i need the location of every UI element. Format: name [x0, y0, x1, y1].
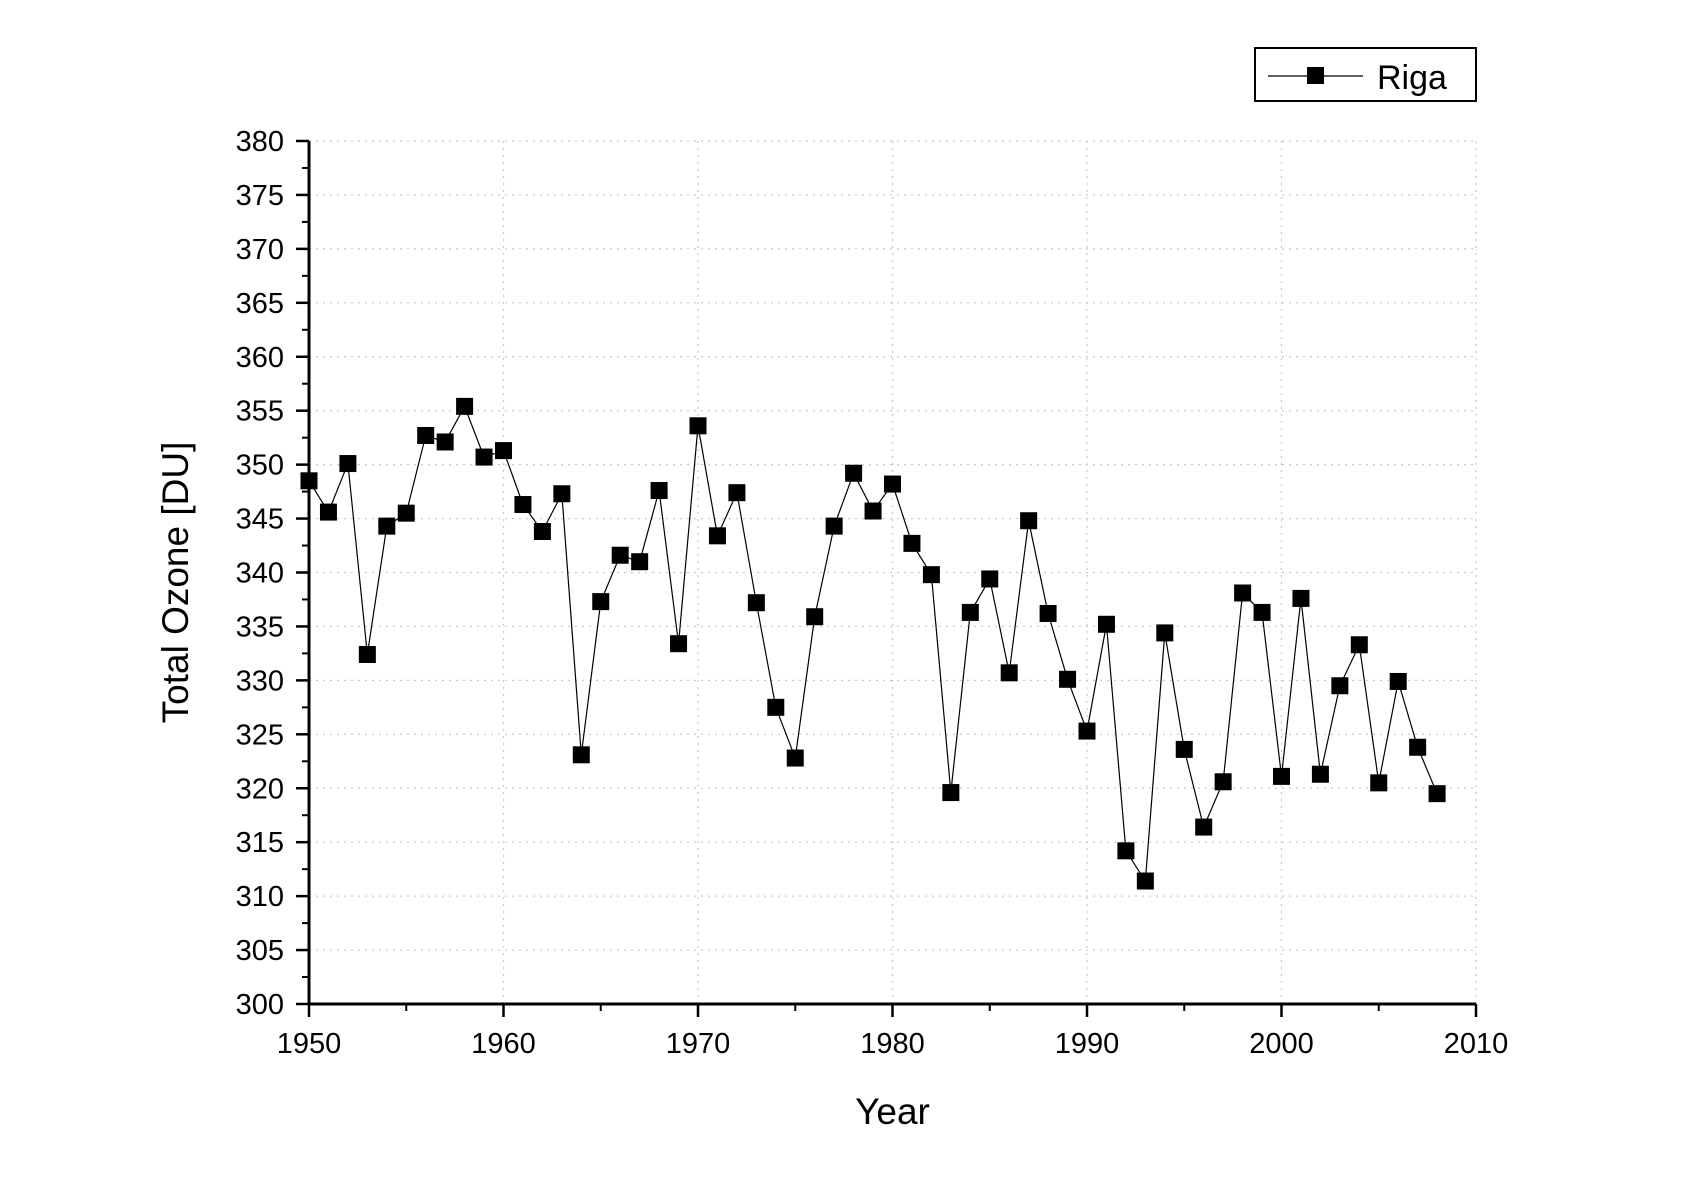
data-point-marker: [1000, 664, 1018, 682]
legend-label-riga: Riga: [1377, 59, 1447, 97]
y-tick-label: 315: [236, 827, 284, 859]
data-point-marker: [1117, 842, 1135, 860]
y-tick-label: 350: [236, 450, 284, 482]
x-axis-title: Year: [855, 1091, 930, 1132]
x-tick-label: 1970: [666, 1028, 731, 1060]
legend: Riga: [1254, 47, 1477, 102]
data-point-marker: [786, 749, 804, 767]
data-point-marker: [1020, 512, 1038, 530]
data-point-marker: [533, 523, 551, 541]
data-point-marker: [1039, 604, 1057, 622]
data-point-marker: [1311, 765, 1329, 783]
y-tick-label: 310: [236, 881, 284, 913]
axis-ticks: 1950 1960 1970 1980 1990 2000 2010 300 305 310 315…: [236, 126, 1509, 1060]
data-point-marker: [1292, 589, 1310, 607]
data-point-marker: [961, 603, 979, 621]
data-point-marker: [1409, 738, 1427, 756]
data-point-marker: [1097, 615, 1115, 633]
x-tick-label: 1990: [1055, 1028, 1120, 1060]
data-point-marker: [1331, 677, 1349, 695]
data-point-marker: [1428, 785, 1446, 803]
data-point-marker: [631, 553, 649, 571]
data-point-marker: [1214, 773, 1232, 791]
data-point-marker: [1350, 636, 1368, 654]
y-tick-label: 340: [236, 558, 284, 590]
data-point-marker: [456, 397, 474, 415]
data-point-marker: [1273, 767, 1290, 785]
data-point-marker: [572, 746, 590, 764]
legend-box: [1254, 47, 1477, 102]
series-line: [308, 404, 1438, 883]
data-point-marker: [845, 464, 863, 482]
data-point-marker: [1078, 722, 1096, 740]
data-point-marker: [1136, 872, 1154, 890]
data-point-marker: [553, 485, 571, 503]
y-tick-label: 355: [236, 396, 284, 428]
data-point-marker: [689, 417, 707, 435]
data-point-marker: [397, 504, 415, 522]
data-point-marker: [592, 593, 610, 611]
data-point-marker: [417, 426, 435, 444]
data-point-marker: [728, 484, 746, 502]
y-tick-label: 335: [236, 611, 284, 643]
legend-square-marker: [1307, 67, 1324, 84]
data-point-marker: [884, 475, 901, 493]
y-tick-label: 305: [236, 935, 284, 967]
y-tick-label: 370: [236, 234, 284, 266]
y-tick-label: 375: [236, 180, 284, 212]
y-tick-label: 365: [236, 288, 284, 320]
data-point-marker: [358, 645, 376, 663]
series-riga: [300, 397, 1446, 890]
x-tick-label: 2010: [1444, 1028, 1509, 1060]
x-tick-label: 1950: [277, 1028, 342, 1060]
data-point-marker: [378, 517, 396, 535]
y-tick-label: 325: [236, 719, 284, 751]
data-point-marker: [1156, 624, 1174, 642]
data-point-marker: [436, 433, 454, 451]
data-point-marker: [611, 546, 629, 564]
y-axis-title: Total Ozone [DU]: [155, 442, 196, 724]
data-point-marker: [922, 566, 940, 584]
data-point-marker: [981, 570, 999, 588]
data-point-marker: [319, 503, 337, 521]
data-point-marker: [339, 455, 357, 473]
data-point-marker: [825, 517, 843, 535]
data-point-marker: [864, 502, 882, 520]
data-point-marker: [670, 635, 688, 653]
data-point-marker: [747, 594, 765, 612]
data-point-marker: [1370, 774, 1388, 792]
y-tick-label: 380: [236, 126, 284, 158]
data-point-marker: [1059, 670, 1077, 688]
data-point-marker: [300, 472, 318, 490]
data-point-marker: [1175, 740, 1193, 758]
y-tick-label: 330: [236, 665, 284, 697]
x-tick-label: 2000: [1249, 1028, 1314, 1060]
data-point-marker: [1234, 584, 1252, 602]
data-point-marker: [1253, 603, 1271, 621]
x-tick-label: 1960: [471, 1028, 536, 1060]
data-point-marker: [1389, 672, 1407, 690]
data-point-marker: [806, 608, 824, 626]
data-point-marker: [942, 784, 960, 802]
x-tick-label: 1980: [860, 1028, 925, 1060]
y-tick-label: 320: [236, 773, 284, 805]
data-point-marker: [903, 534, 921, 552]
data-point-marker: [767, 698, 785, 716]
data-point-marker: [708, 527, 726, 545]
data-point-marker: [650, 482, 668, 500]
grid-lines: [309, 140, 1477, 1004]
y-tick-label: 360: [236, 342, 284, 374]
data-point-marker: [514, 496, 532, 514]
data-point-marker: [1195, 818, 1213, 836]
y-tick-label: 345: [236, 504, 284, 536]
data-point-marker: [495, 442, 512, 460]
y-tick-label: 300: [236, 989, 284, 1021]
data-point-marker: [475, 448, 493, 466]
